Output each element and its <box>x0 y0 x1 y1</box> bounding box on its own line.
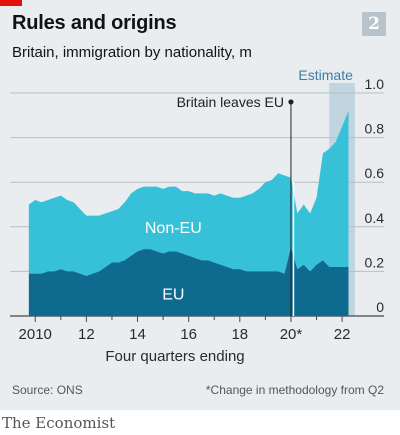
publisher-logo: The Economist <box>2 414 116 432</box>
source-note: Source: ONS <box>12 383 83 397</box>
x-tick-label: 12 <box>78 326 95 343</box>
brand-tag <box>0 0 22 6</box>
chart-card: Rules and origins Britain, immigration b… <box>0 0 400 410</box>
y-tick-label: 1.0 <box>365 76 385 92</box>
x-tick-label: 2010 <box>19 326 52 343</box>
non-eu-area <box>28 110 349 276</box>
chart-subtitle: Britain, immigration by nationality, m <box>12 44 252 61</box>
methodology-footnote: *Change in methodology from Q2 <box>205 383 384 397</box>
y-tick-label: 0 <box>376 299 384 315</box>
estimate-label: Estimate <box>298 70 353 83</box>
immigration-chart: Britain leaves EU Estimate Non-EU EU 0 0.2 0.… <box>10 70 385 365</box>
y-tick-label: 0.2 <box>365 254 385 270</box>
eu-area <box>28 246 349 316</box>
x-tick-label: 16 <box>180 326 197 343</box>
y-tick-label: 0.4 <box>365 210 385 226</box>
x-tick-label: 20* <box>280 326 303 343</box>
eu-area-label: EU <box>162 287 184 304</box>
brexit-marker <box>288 99 294 105</box>
chart-title: Rules and origins <box>12 12 177 34</box>
non-eu-area-label: Non-EU <box>145 220 202 237</box>
x-tick-label: 14 <box>129 326 146 343</box>
x-tick-label: 18 <box>231 326 248 343</box>
y-tick-label: 0.6 <box>365 165 385 181</box>
x-axis-title: Four quarters ending <box>105 348 244 365</box>
chart-number-badge: 2 <box>362 12 386 36</box>
brexit-label: Britain leaves EU <box>177 94 284 110</box>
x-tick-label: 22 <box>334 326 351 343</box>
y-tick-label: 0.8 <box>365 121 385 137</box>
